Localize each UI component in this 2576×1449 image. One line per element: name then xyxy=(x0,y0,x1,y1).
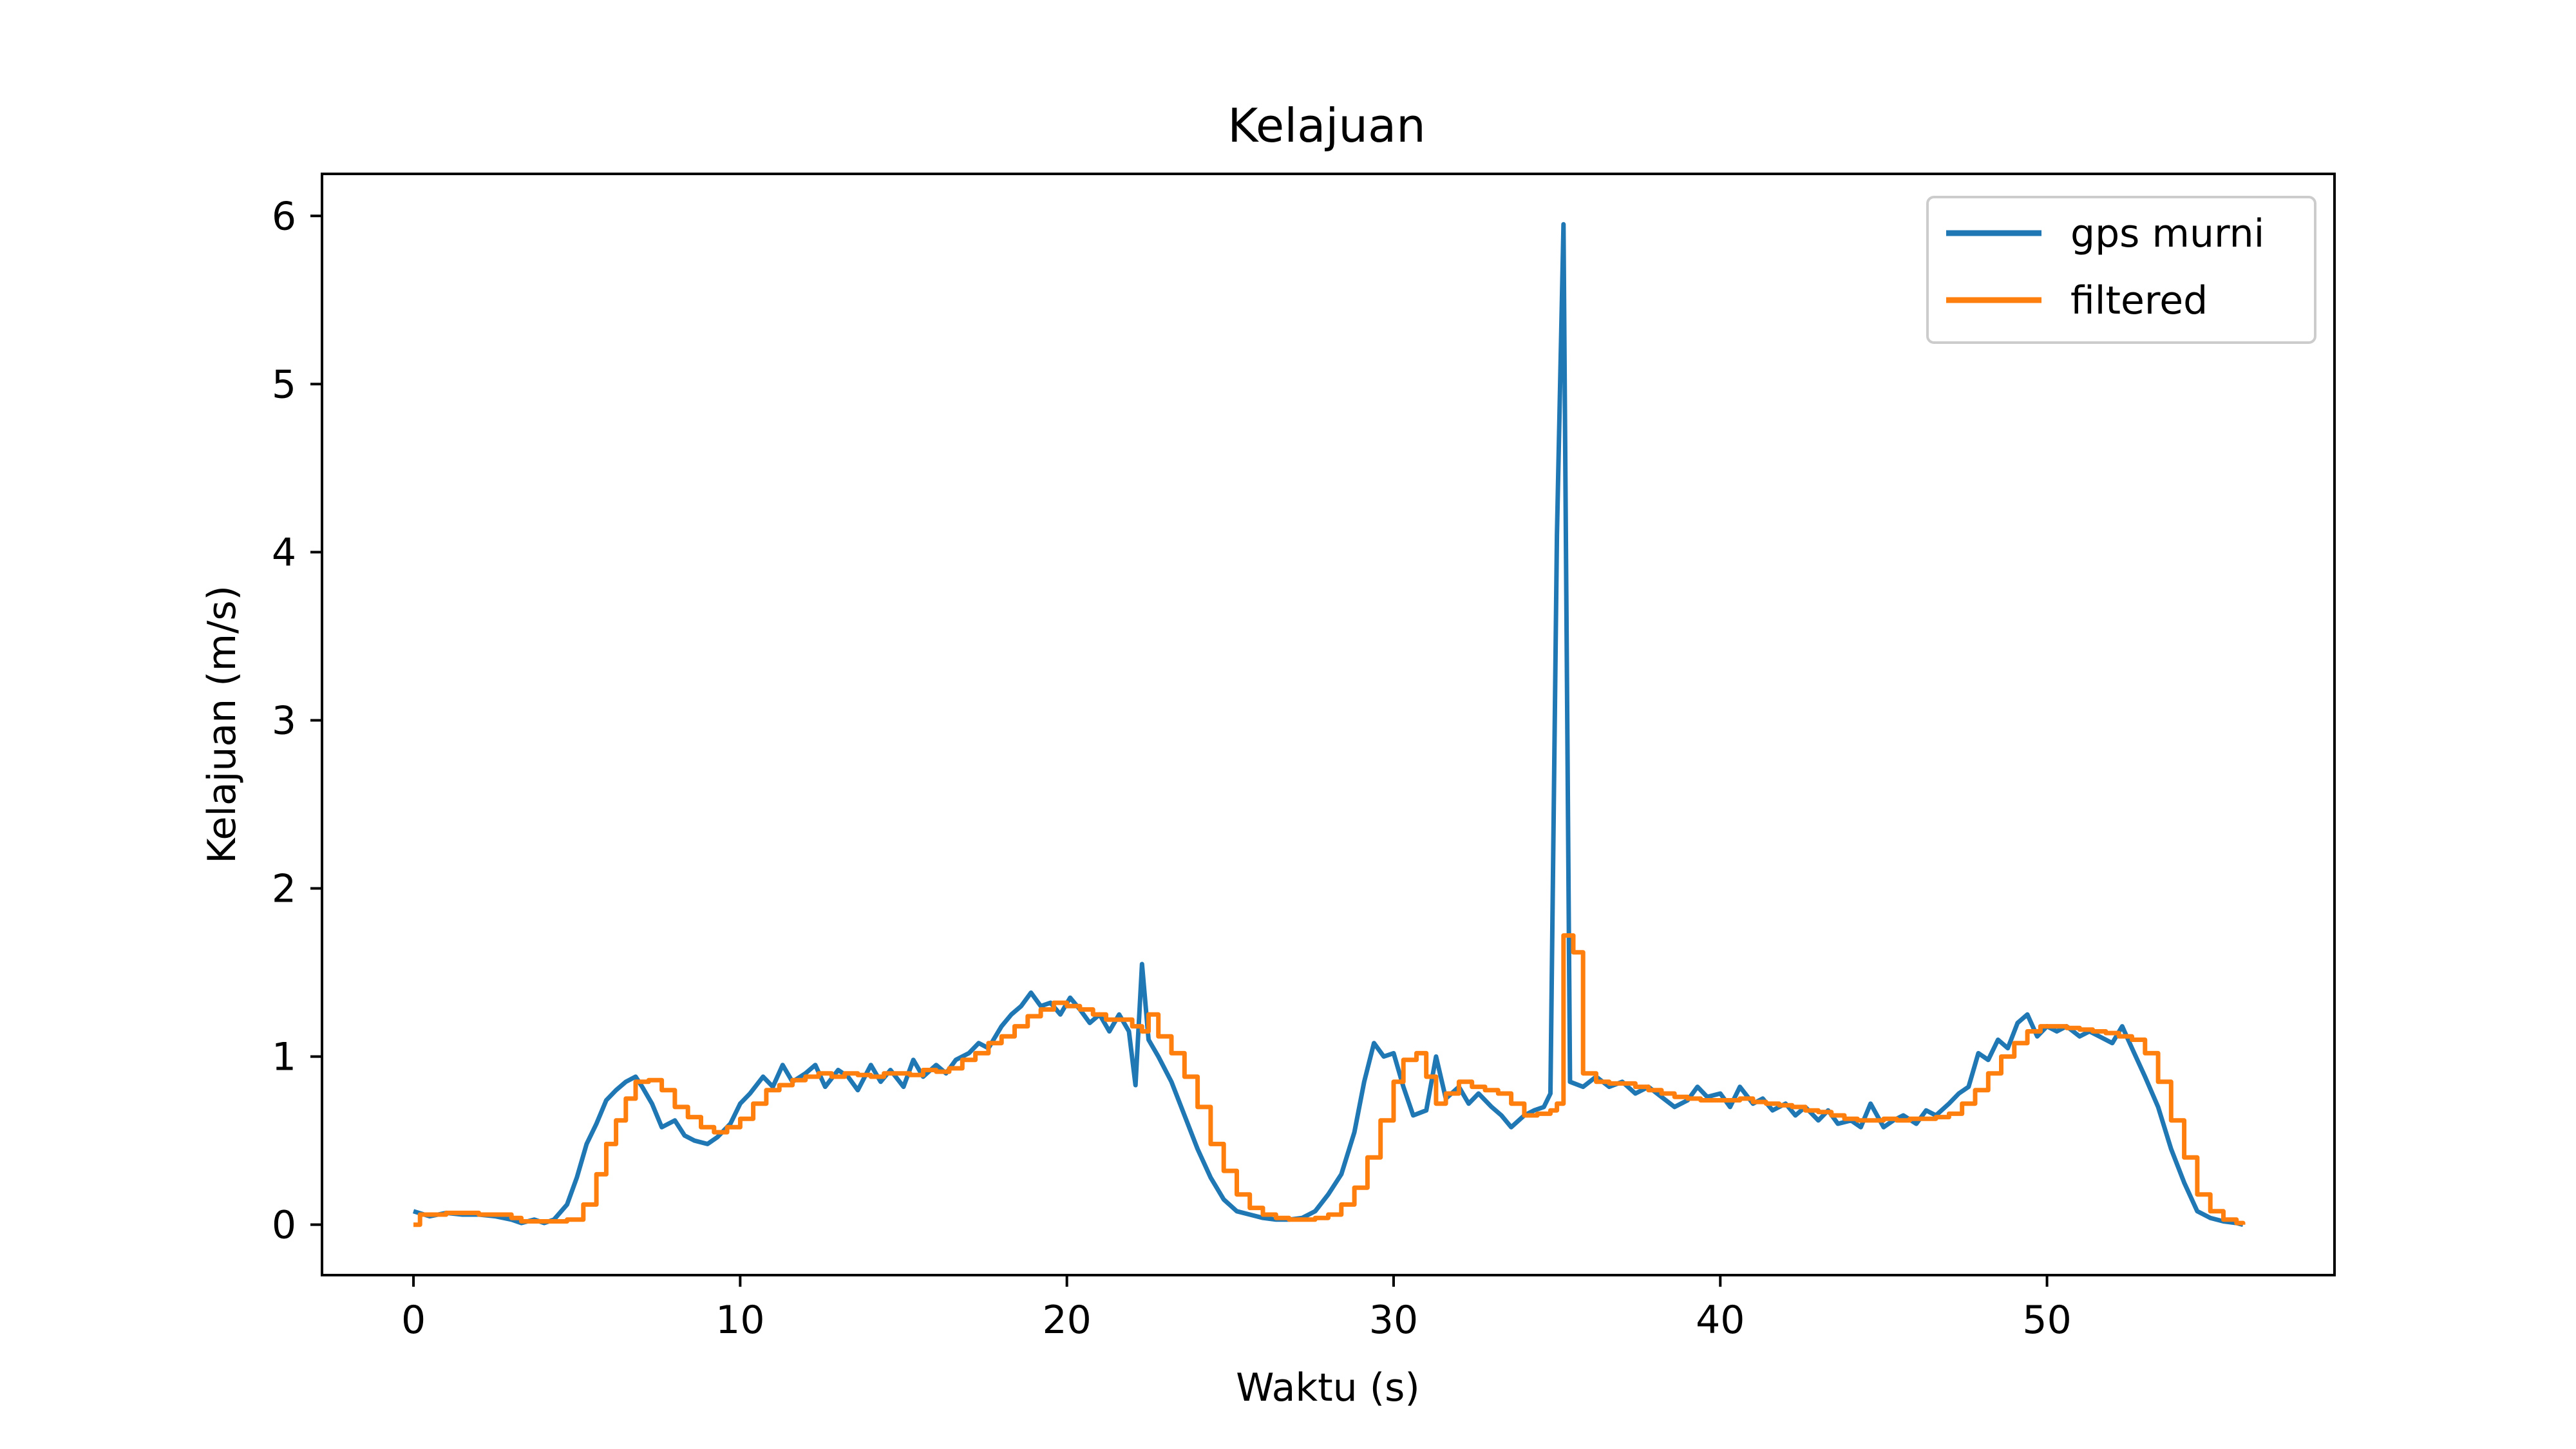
legend-label-gps-murni: gps murni xyxy=(2070,211,2264,256)
x-axis: 0 10 20 30 40 50 xyxy=(401,1275,2072,1343)
x-tick-label: 10 xyxy=(715,1298,764,1343)
series-layer xyxy=(412,222,2246,1227)
y-tick-label: 1 xyxy=(272,1035,296,1080)
plot-frame xyxy=(321,173,2336,1276)
x-tick-label: 0 xyxy=(401,1298,426,1343)
y-tick-label: 6 xyxy=(272,194,296,239)
y-axis: 0 1 2 3 4 5 6 xyxy=(272,194,322,1248)
x-axis-label: Waktu (s) xyxy=(1236,1365,1420,1410)
y-tick-label: 2 xyxy=(272,867,296,912)
y-tick-label: 0 xyxy=(272,1203,296,1248)
series-line-filtered xyxy=(413,933,2246,1227)
y-tick-label: 4 xyxy=(272,530,296,575)
x-tick-label: 40 xyxy=(1696,1298,1745,1343)
legend: gps murni filtered xyxy=(1926,196,2316,344)
legend-label-filtered: filtered xyxy=(2070,278,2208,323)
y-tick-label: 5 xyxy=(272,362,296,407)
y-axis-label: Kelajuan (m/s) xyxy=(200,585,245,864)
x-tick-label: 30 xyxy=(1369,1298,1418,1343)
x-tick-label: 50 xyxy=(2022,1298,2071,1343)
series-line-gps-murni xyxy=(412,222,2244,1227)
x-tick-label: 20 xyxy=(1042,1298,1091,1343)
y-tick-label: 3 xyxy=(272,698,296,743)
chart-title: Kelajuan xyxy=(1227,99,1425,153)
